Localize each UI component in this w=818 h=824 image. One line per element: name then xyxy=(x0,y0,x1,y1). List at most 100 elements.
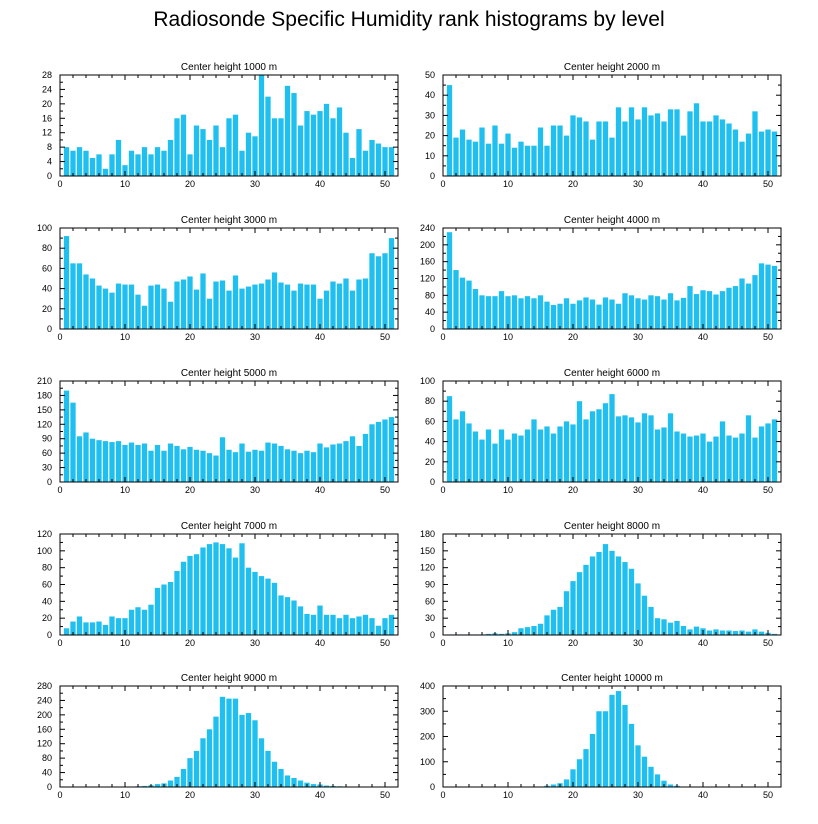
histogram-bar xyxy=(479,439,485,482)
histogram-bar xyxy=(239,150,245,176)
histogram-bar xyxy=(174,118,180,176)
x-tick-label: 10 xyxy=(120,332,130,342)
y-tick-label: 28 xyxy=(42,70,52,80)
x-tick-label: 30 xyxy=(633,638,643,648)
histogram-bar xyxy=(154,284,161,329)
x-tick-label: 50 xyxy=(763,638,773,648)
histogram-bar xyxy=(291,600,297,635)
histogram-bar xyxy=(304,111,310,176)
histogram-bar xyxy=(589,411,596,482)
histogram-bar xyxy=(310,784,317,787)
histogram-bar xyxy=(174,445,180,482)
histogram-bar xyxy=(213,716,219,787)
y-tick-label: 60 xyxy=(425,416,435,426)
histogram-bar xyxy=(284,597,291,636)
histogram-bar xyxy=(96,285,102,329)
histogram-bar xyxy=(102,441,109,482)
histogram-bar xyxy=(583,297,589,329)
x-tick-label: 30 xyxy=(633,332,643,342)
histogram-bar xyxy=(63,628,70,635)
y-tick-label: 0 xyxy=(47,782,52,792)
histogram-bar xyxy=(382,618,388,635)
histogram-bar xyxy=(356,129,362,176)
histogram-bar xyxy=(576,300,583,329)
histogram-bar xyxy=(310,452,317,482)
histogram-bar xyxy=(102,624,109,635)
y-tick-label: 0 xyxy=(430,630,435,640)
histogram-bar xyxy=(765,129,771,176)
y-tick-label: 0 xyxy=(430,782,435,792)
histogram-bar xyxy=(628,107,635,176)
x-tick-label: 20 xyxy=(568,638,578,648)
histogram-bar xyxy=(505,439,511,482)
histogram-bar xyxy=(732,631,739,635)
y-tick-label: 0 xyxy=(47,477,52,487)
histogram-panel: Center height 2000 m 0 10 20 30 40 50 0 10 20 30 40… xyxy=(425,62,782,189)
x-tick-label: 40 xyxy=(315,485,325,495)
histogram-bar xyxy=(472,431,479,482)
histogram-bar xyxy=(323,447,330,482)
histogram-bar xyxy=(550,305,557,329)
histogram-bar xyxy=(726,287,732,329)
x-tick-label: 20 xyxy=(568,790,578,800)
x-tick-label: 30 xyxy=(633,179,643,189)
histogram-bar xyxy=(148,450,154,482)
histogram-bar xyxy=(271,761,278,787)
histogram-bar xyxy=(563,298,570,329)
histogram-bar xyxy=(453,270,459,329)
histogram-bar xyxy=(96,440,102,482)
histogram-bar xyxy=(758,131,765,176)
y-tick-label: 80 xyxy=(42,243,52,253)
y-tick-label: 20 xyxy=(42,304,52,314)
x-tick-label: 20 xyxy=(568,179,578,189)
histogram-bar xyxy=(206,729,213,787)
histogram-bar xyxy=(570,424,576,482)
histogram-bar xyxy=(537,127,544,176)
histogram-bar xyxy=(609,137,615,176)
histogram-bar xyxy=(446,396,453,482)
histogram-bar xyxy=(258,738,265,787)
histogram-bar xyxy=(297,125,304,176)
histogram-panel: Center height 5000 m 0 10 20 30 40 50 0 30 60 90 12… xyxy=(37,368,399,495)
histogram-bar xyxy=(245,567,252,635)
histogram-bar xyxy=(219,280,226,329)
y-tick-label: 280 xyxy=(37,681,52,691)
histogram-bar xyxy=(706,630,713,635)
histogram-bar xyxy=(167,443,174,482)
histogram-bar xyxy=(148,285,154,329)
histogram-bar xyxy=(518,628,524,635)
histogram-bar xyxy=(687,111,693,176)
histogram-bar xyxy=(739,141,745,176)
histogram-bar xyxy=(291,290,297,329)
histogram-bar xyxy=(674,109,680,176)
histogram-bar xyxy=(641,107,648,176)
histogram-bar xyxy=(232,452,239,482)
histogram-bar xyxy=(265,578,271,635)
y-tick-label: 60 xyxy=(42,448,52,458)
histogram-bar xyxy=(745,133,752,176)
x-tick-label: 10 xyxy=(120,485,130,495)
histogram-bar xyxy=(596,711,602,787)
panel-title: Center height 9000 m xyxy=(181,673,277,684)
histogram-bar xyxy=(485,143,492,176)
histogram-bar xyxy=(732,437,739,482)
histogram-bar xyxy=(557,426,563,482)
histogram-bar xyxy=(135,607,141,635)
histogram-bar xyxy=(284,775,291,787)
histogram-bar xyxy=(252,136,258,176)
histogram-bar xyxy=(739,278,745,329)
histogram-bar xyxy=(70,263,76,329)
x-tick-label: 40 xyxy=(315,638,325,648)
histogram-bar xyxy=(63,147,70,176)
y-tick-label: 30 xyxy=(42,463,52,473)
x-tick-label: 20 xyxy=(185,638,195,648)
histogram-bar xyxy=(219,437,226,482)
histogram-bar xyxy=(544,145,550,176)
histogram-bar xyxy=(654,429,661,482)
histogram-bar xyxy=(713,294,719,329)
histogram-bar xyxy=(161,450,167,482)
histogram-bar xyxy=(635,298,641,329)
histogram-bar xyxy=(122,618,128,635)
histogram-bar xyxy=(375,421,382,482)
histogram-bar xyxy=(732,129,739,176)
